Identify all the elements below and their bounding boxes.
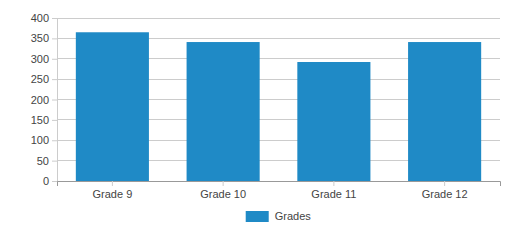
y-tick-label: 400: [31, 12, 49, 24]
y-tick-mark: [52, 140, 57, 141]
bars: [76, 32, 481, 181]
bar: [187, 42, 260, 181]
y-tick-label: 250: [31, 73, 49, 85]
y-tick-mark: [52, 181, 57, 182]
x-tick-mark: [223, 181, 224, 186]
y-tick-mark: [52, 100, 57, 101]
y-tick: 350: [31, 32, 57, 44]
y-tick: 0: [43, 175, 57, 187]
x-axis-line: [58, 182, 501, 187]
x-tick-mark: [333, 181, 334, 186]
y-tick-label: 350: [31, 32, 49, 44]
bar: [76, 32, 149, 181]
y-axis: 0 50 100 150 200 250 300 350 400: [31, 12, 58, 187]
x-tick: Grade 10: [200, 181, 246, 200]
chart: 050100150200250300350400Grade 9Grade 10G…: [0, 0, 524, 230]
legend-swatch: [246, 211, 269, 222]
x-tick-label: Grade 12: [422, 188, 468, 200]
y-tick-label: 0: [43, 175, 49, 187]
x-tick-label: Grade 9: [93, 188, 133, 200]
y-tick-label: 200: [31, 94, 49, 106]
legend: Grades: [246, 210, 312, 222]
x-tick-mark: [444, 181, 445, 186]
y-tick: 200: [31, 94, 57, 106]
y-tick: 250: [31, 73, 57, 85]
x-tick: Grade 11: [311, 181, 356, 200]
y-tick: 150: [31, 114, 57, 126]
grid-line: [57, 18, 500, 19]
x-tick-label: Grade 11: [311, 188, 356, 200]
x-tick-mark: [112, 181, 113, 186]
y-tick-mark: [52, 79, 57, 80]
grid: [57, 18, 500, 181]
plot: 050100150200250300350400Grade 9Grade 10G…: [31, 12, 501, 200]
bar: [408, 42, 481, 181]
y-tick: 400: [31, 12, 57, 24]
x-axis: Grade 9 Grade 10 Grade 11 Grade 12: [58, 181, 501, 200]
y-tick-mark: [52, 38, 57, 39]
y-tick: 50: [37, 155, 57, 167]
y-tick-mark: [52, 59, 57, 60]
y-tick-label: 50: [37, 155, 49, 167]
y-tick-label: 100: [31, 134, 49, 146]
y-tick: 100: [31, 134, 57, 146]
y-tick-mark: [52, 120, 57, 121]
x-tick: Grade 12: [422, 181, 468, 200]
bar: [297, 62, 370, 181]
x-tick: Grade 9: [93, 181, 133, 200]
y-tick-label: 300: [31, 53, 49, 65]
legend-item: Grades: [246, 210, 312, 222]
y-tick-label: 150: [31, 114, 49, 126]
y-tick-mark: [52, 161, 57, 162]
legend-label: Grades: [275, 210, 312, 222]
y-axis-line: [52, 19, 58, 182]
y-tick-mark: [52, 18, 57, 19]
y-tick: 300: [31, 53, 57, 65]
x-tick-label: Grade 10: [200, 188, 246, 200]
